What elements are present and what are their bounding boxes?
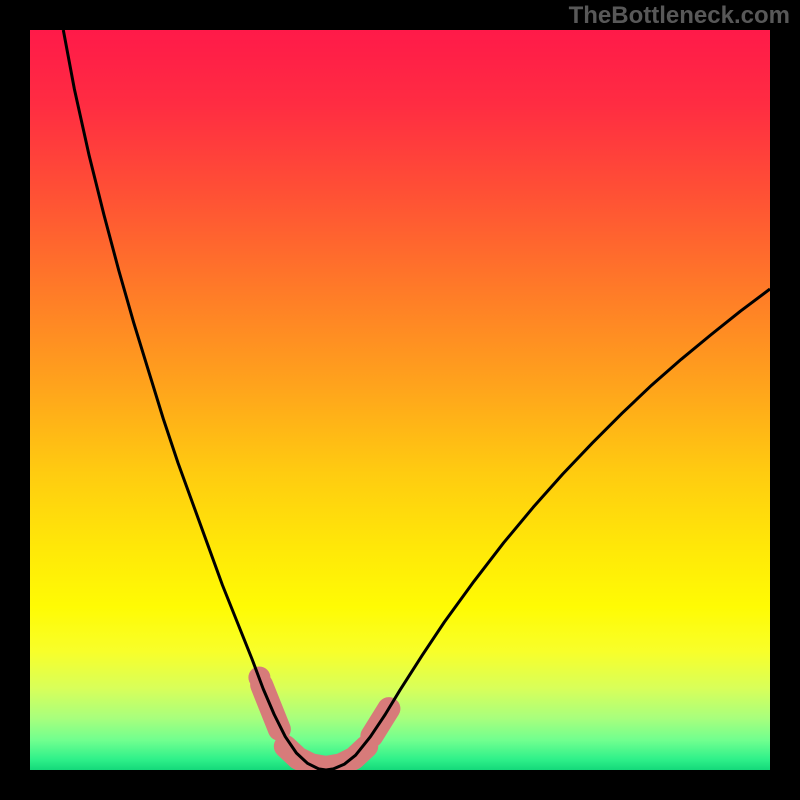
plot-background [30,30,770,770]
bottleneck-chart [0,0,800,800]
chart-container: TheBottleneck.com [0,0,800,800]
